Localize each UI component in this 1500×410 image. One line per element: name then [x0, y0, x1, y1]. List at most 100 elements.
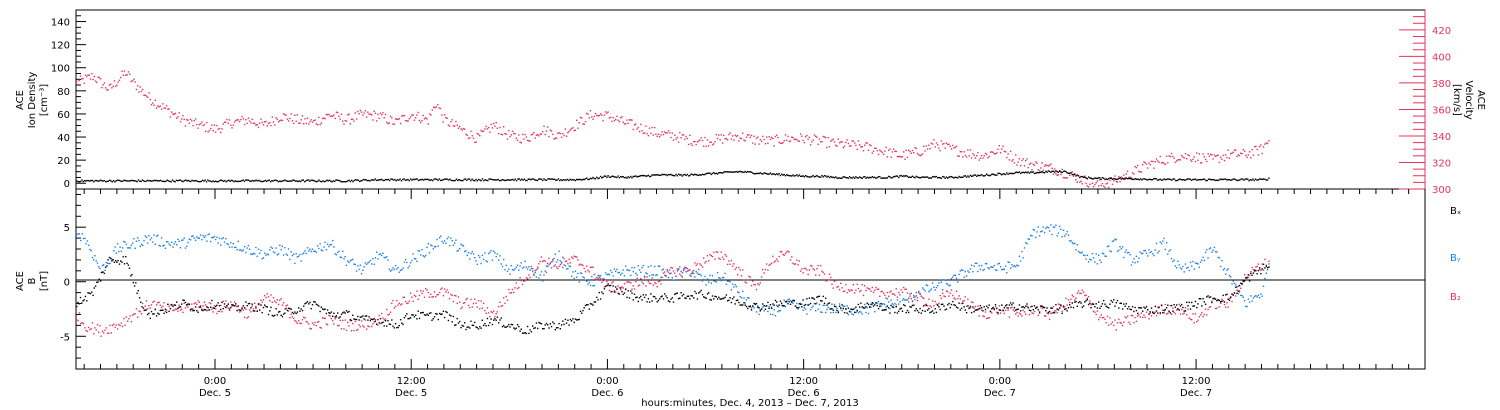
ion-density-point: [1121, 177, 1124, 179]
bx-point: [554, 328, 556, 331]
bx-point: [416, 318, 418, 320]
velocity-point: [285, 114, 287, 116]
bx-point: [892, 306, 895, 309]
ion-density-point: [1027, 171, 1029, 173]
ion-density-point: [1146, 179, 1148, 181]
bz-point: [892, 293, 895, 295]
bx-point: [1174, 306, 1177, 308]
bx-point: [650, 293, 652, 295]
ion-density-point: [1151, 179, 1153, 181]
ion-density-point: [911, 175, 914, 177]
bz-point: [1240, 287, 1242, 289]
ion-density-point: [579, 178, 582, 181]
ion-density-point: [1201, 179, 1203, 181]
by-point: [289, 258, 291, 261]
ion-density-point: [1167, 178, 1169, 180]
by-point: [947, 283, 949, 286]
velocity-point: [1145, 163, 1148, 165]
ion-density-point: [933, 175, 935, 178]
bz-point: [804, 267, 807, 270]
bx-point: [162, 309, 164, 311]
bz-point: [1113, 324, 1115, 327]
ion-density-point: [1098, 177, 1100, 179]
bz-point: [718, 257, 720, 259]
bz-point: [382, 317, 384, 319]
velocity-point: [1118, 175, 1120, 178]
by-point: [755, 311, 758, 313]
velocity-series: [76, 70, 1270, 189]
velocity-point: [1221, 158, 1223, 161]
bz-point: [962, 300, 964, 302]
ion-density-point: [1230, 179, 1232, 181]
by-point: [597, 274, 599, 277]
ion-density-point: [674, 175, 676, 177]
velocity-point: [789, 140, 792, 142]
ion-density-point: [147, 179, 149, 182]
ion-density-point: [1106, 178, 1109, 181]
by-point: [462, 245, 465, 247]
ion-density-point: [1048, 170, 1051, 173]
bx-point: [887, 307, 890, 309]
velocity-point: [545, 130, 548, 132]
velocity-point: [96, 81, 98, 84]
by-point: [1004, 265, 1007, 267]
ion-density-point: [491, 178, 493, 181]
velocity-point: [1211, 154, 1213, 156]
ion-density-point: [599, 175, 602, 178]
bz-point: [1163, 312, 1165, 314]
velocity-point: [1081, 183, 1083, 185]
velocity-point: [94, 80, 97, 82]
bx-point: [631, 292, 633, 294]
bx-point: [916, 309, 919, 312]
ion-density-point: [870, 177, 872, 179]
by-point: [1144, 249, 1146, 252]
bz-point: [1031, 312, 1033, 314]
by-point: [1089, 258, 1091, 261]
bx-point: [921, 309, 924, 312]
ion-density-point: [1244, 178, 1246, 180]
bz-point: [247, 316, 250, 318]
velocity-point: [777, 136, 779, 139]
bx-point: [520, 328, 522, 330]
bx-point: [1110, 299, 1112, 302]
velocity-point: [628, 119, 631, 121]
by-point: [1212, 249, 1214, 251]
ion-density-point: [753, 173, 755, 175]
bz-point: [505, 295, 507, 298]
velocity-point: [1092, 185, 1095, 188]
ion-density-point: [1021, 171, 1023, 174]
bx-point: [781, 302, 783, 304]
bz-point: [586, 265, 588, 267]
velocity-point: [744, 140, 746, 142]
by-point: [398, 271, 400, 273]
ion-density-point: [828, 176, 831, 179]
ion-density-point: [679, 174, 681, 176]
ion-density-point: [1193, 178, 1195, 181]
by-point: [525, 266, 528, 268]
bx-point: [496, 316, 499, 318]
by-point: [962, 269, 964, 271]
ion-density-point: [264, 179, 267, 182]
velocity-point: [311, 121, 314, 123]
by-point: [1077, 250, 1080, 253]
bz-point: [1087, 296, 1090, 298]
bx-point: [274, 314, 276, 317]
ion-density-point: [1194, 178, 1197, 180]
ion-density-point: [505, 179, 507, 181]
bx-point: [1043, 306, 1046, 309]
bx-point: [976, 309, 978, 311]
by-point: [475, 260, 477, 262]
bz-point: [1025, 313, 1027, 315]
bx-point: [667, 300, 670, 302]
bz-point: [876, 288, 878, 290]
velocity-point: [227, 122, 229, 124]
bz-point: [145, 300, 148, 302]
velocity-point: [152, 102, 154, 104]
velocity-point: [332, 115, 334, 117]
bz-point: [1134, 316, 1136, 319]
bz-point: [528, 274, 530, 276]
velocity-point: [570, 127, 573, 130]
ion-density-point: [472, 179, 475, 182]
ion-density-point: [967, 175, 969, 177]
bz-point: [406, 302, 408, 305]
